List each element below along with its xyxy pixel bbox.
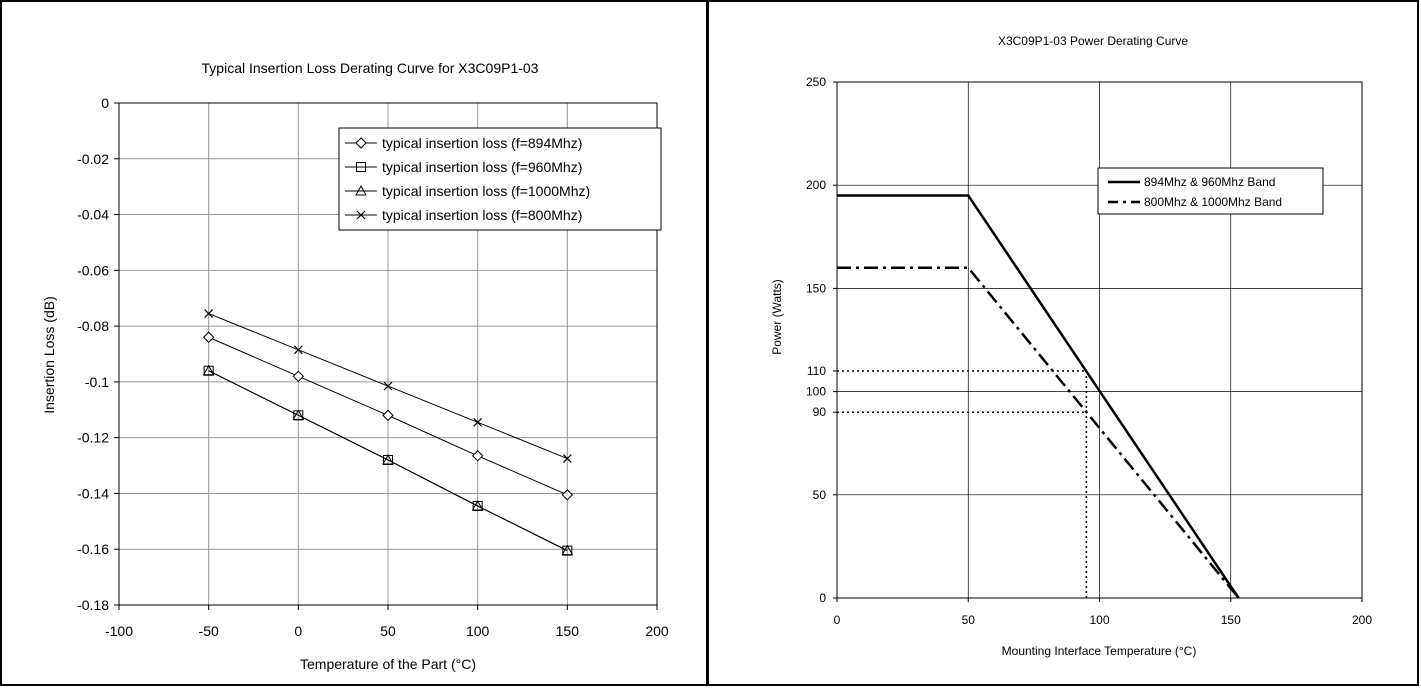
insertion-loss-chart-panel: Typical Insertion Loss Derating Curve fo… [0,0,708,686]
data-point [383,381,393,391]
y-tick-label: -0.18 [77,597,109,613]
y-tick-label: -0.1 [85,374,109,390]
legend: typical insertion loss (f=894Mhz) typical… [338,127,662,231]
y-tick-label: 250 [806,75,826,89]
x-tick-label: 50 [380,623,396,639]
legend-label: typical insertion loss (f=1000Mhz) [382,183,590,199]
chart-title: X3C09P1-03 Power Derating Curve [998,34,1188,48]
legend-label: 800Mhz & 1000Mhz Band [1144,195,1282,209]
legend-label: typical insertion loss (f=894Mhz) [382,135,582,151]
x-tick-label: 150 [1221,613,1241,627]
legend-label: typical insertion loss (f=800Mhz) [382,207,582,223]
x-tick-label: 100 [466,623,490,639]
series-x [204,309,572,464]
data-point [292,409,305,420]
legend-label: typical insertion loss (f=960Mhz) [382,159,582,175]
data-point [382,409,394,422]
x-tick-label: 100 [1089,613,1109,627]
data-point [202,364,215,376]
y-tick-label: 100 [806,385,826,399]
legend-label: 894Mhz & 960Mhz Band [1144,175,1275,189]
legend: 894Mhz & 960Mhz Band 800Mhz & 1000Mhz Ban… [1097,167,1324,215]
legend-box [338,127,662,231]
y-tick-label: 90 [813,405,827,419]
series-triangle [202,364,574,556]
data-point [561,544,574,556]
plot-area-frame [118,102,658,606]
x-tick-label: 50 [962,613,976,627]
power-derating-chart-panel: X3C09P1-03 Power Derating Curve Mounting… [707,0,1419,686]
data-point [562,454,572,464]
y-tick-label: 110 [807,364,826,378]
series-diamond [202,331,574,501]
y-tick-label: -0.16 [77,541,109,557]
y-tick-label: -0.14 [77,485,109,501]
x-tick-label: 0 [294,623,302,639]
x-tick-label: -50 [199,623,219,639]
y-tick-label: -0.08 [77,318,109,334]
series-line-dash-dot [837,266,1240,599]
x-axis-label: Mounting Interface Temperature (°C) [1002,644,1197,658]
data-point [292,370,305,383]
y-tick-label: -0.04 [77,207,109,223]
data-point [382,453,394,465]
data-point [293,345,303,355]
data-point [561,489,574,501]
insertion-loss-chart: Typical Insertion Loss Derating Curve fo… [41,60,669,672]
y-tick-label: 0 [101,95,109,111]
data-point [204,309,214,318]
x-axis-label: Temperature of the Part (°C) [300,656,476,672]
power-derating-chart: X3C09P1-03 Power Derating Curve Mounting… [770,34,1372,658]
y-tick-label: 0 [819,591,826,605]
y-tick-label: -0.06 [77,262,109,278]
data-point [202,331,215,343]
y-tick-label: -0.02 [77,151,109,167]
y-tick-label: 200 [806,178,826,192]
legend-swatch-marker [356,210,366,220]
series-line [208,370,568,552]
x-tick-label: -100 [105,623,133,639]
y-axis-label: Power (Watts) [770,279,784,355]
data-point [471,450,484,462]
series-line-solid [837,194,1240,599]
y-tick-label: -0.12 [77,430,109,446]
y-axis-label: Insertion Loss (dB) [41,296,57,414]
x-tick-label: 150 [556,623,580,639]
legend-box [1097,167,1324,215]
chart-title: Typical Insertion Loss Derating Curve fo… [202,60,539,76]
data-point [471,499,484,511]
y-tick-label: 150 [806,281,826,295]
x-tick-label: 200 [645,623,669,639]
x-tick-label: 0 [834,613,841,627]
data-point [473,417,483,427]
legend-swatch-marker [355,137,367,149]
y-tick-label: 50 [813,488,827,502]
legend-swatch-marker [356,162,366,172]
legend-swatch-marker [355,184,367,196]
x-tick-label: 200 [1352,613,1372,627]
